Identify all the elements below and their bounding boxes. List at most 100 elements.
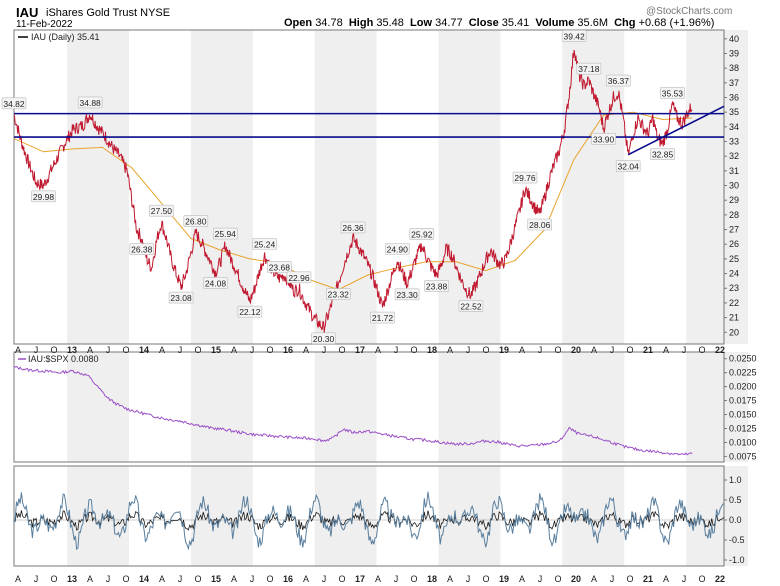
chg-label: Chg: [614, 17, 636, 29]
bottom-x-tick-label: 14: [139, 574, 149, 584]
price-legend: IAU (Daily) 35.41: [31, 32, 100, 42]
price-y-tick-label: 40: [729, 34, 739, 44]
price-annotation: 25.92: [411, 229, 433, 239]
price-label-box: [591, 133, 616, 145]
price-label-box: [660, 87, 685, 99]
price-x-tick-label: O: [410, 345, 417, 355]
low-label: Low: [410, 17, 433, 29]
year-shade: [438, 352, 501, 462]
high-label: High: [348, 17, 374, 29]
bottom-x-tick-label: O: [554, 574, 561, 584]
price-annotation: 26.80: [185, 216, 207, 226]
price-annotation: 23.32: [328, 290, 350, 300]
price-annotation: 23.30: [396, 290, 418, 300]
security-name: iShares Gold Trust: [46, 7, 138, 19]
bottom-x-tick-label: J: [394, 574, 399, 584]
price-label-box: [561, 30, 587, 42]
bottom-x-tick-label: A: [375, 574, 381, 584]
price-label-box: [370, 311, 395, 324]
price-y-tick-label: 29: [729, 195, 739, 205]
low-value: 34.77: [435, 17, 463, 29]
price-annotation: 24.90: [387, 244, 409, 254]
chart-header: IAU iShares Gold Trust NYSE 11-Feb-2022 …: [6, 2, 774, 30]
bottom-x-tick-label: A: [231, 574, 237, 584]
price-x-tick-label: A: [303, 345, 309, 355]
price-annotation: 22.52: [460, 301, 482, 311]
price-y-tick-label: 36: [729, 92, 739, 102]
year-shade: [190, 352, 253, 462]
price-label-box: [394, 288, 420, 301]
close-label: Close: [468, 17, 499, 29]
price-annotation: 22.96: [288, 273, 310, 283]
open-label: Open: [284, 17, 313, 29]
bottom-x-tick-label: A: [663, 574, 669, 584]
price-annotation: 37.18: [578, 64, 600, 74]
moving-average-line: [13, 111, 693, 291]
bottom-x-tick-label: 17: [355, 574, 365, 584]
year-shade: [314, 352, 377, 462]
price-annotation: 27.50: [151, 206, 173, 216]
price-label-box: [237, 305, 263, 318]
price-y-tick-label: 31: [729, 166, 739, 176]
price-annotation: 32.04: [618, 162, 640, 172]
price-x-tick-label: O: [338, 345, 345, 355]
price-y-tick-label: 34: [729, 122, 739, 132]
osc-y-tick-label: 0.5: [729, 495, 742, 505]
year-shade: [686, 352, 749, 462]
price-x-tick-label: A: [375, 345, 381, 355]
price-x-tick-label: J: [538, 345, 543, 355]
year-shade: [438, 30, 501, 344]
symbol: IAU: [16, 5, 39, 20]
price-label-box: [252, 238, 277, 250]
price-annotation: 23.68: [269, 262, 291, 272]
bottom-x-tick-label: J: [178, 574, 183, 584]
price-y-tick-label: 25: [729, 254, 739, 264]
price-y-tick-label: 32: [729, 151, 739, 161]
price-annotation: 26.38: [131, 245, 153, 255]
price-x-tick-label: J: [466, 345, 471, 355]
high-value: 35.48: [376, 17, 404, 29]
price-x-tick-label: O: [266, 345, 273, 355]
bottom-x-tick-label: J: [250, 574, 255, 584]
osc-y-tick-label: -1.0: [729, 555, 745, 565]
price-label-box: [149, 204, 174, 217]
price-x-tick-label: O: [698, 345, 705, 355]
bottom-x-tick-label: A: [447, 574, 453, 584]
ratio-y-tick-label: 0.0175: [729, 396, 757, 406]
bottom-x-tick-label: 22: [715, 574, 725, 584]
price-y-tick-label: 28: [729, 210, 739, 220]
osc-y-tick-label: 0.0: [729, 515, 742, 525]
price-x-tick-label: A: [159, 345, 165, 355]
price-x-tick-label: 20: [571, 345, 581, 355]
osc-y-tick-label: 1.0: [729, 475, 742, 485]
price-x-tick-label: 14: [139, 345, 149, 355]
price-x-tick-label: A: [519, 345, 525, 355]
bottom-x-tick-label: A: [159, 574, 165, 584]
bottom-x-tick-label: J: [610, 574, 615, 584]
price-label-box: [267, 260, 292, 273]
price-x-tick-label: J: [34, 345, 39, 355]
year-shade: [67, 30, 129, 344]
price-y-tick-label: 27: [729, 225, 739, 235]
price-y-tick-label: 23: [729, 283, 739, 293]
price-y-tick-label: 21: [729, 313, 739, 323]
bottom-x-tick-label: O: [626, 574, 633, 584]
price-label-box: [311, 332, 336, 345]
bottom-x-tick-label: 19: [499, 574, 509, 584]
price-label-box: [325, 288, 351, 300]
price-annotation: 25.24: [254, 239, 276, 249]
volume-value: 35.6M: [577, 17, 608, 29]
price-x-tick-label: A: [231, 345, 237, 355]
price-label-box: [576, 62, 602, 75]
bottom-x-tick-label: O: [50, 574, 57, 584]
bottom-x-tick-label: A: [303, 574, 309, 584]
price-annotation: 39.42: [563, 31, 585, 41]
price-x-tick-label: O: [194, 345, 201, 355]
bottom-x-tick-label: A: [591, 574, 597, 584]
price-annotation: 34.82: [3, 99, 25, 109]
price-x-tick-label: O: [50, 345, 57, 355]
price-x-tick-label: J: [250, 345, 255, 355]
price-y-tick-label: 39: [729, 48, 739, 58]
ratio-y-tick-label: 0.0225: [729, 368, 757, 378]
price-label-box: [424, 280, 449, 292]
